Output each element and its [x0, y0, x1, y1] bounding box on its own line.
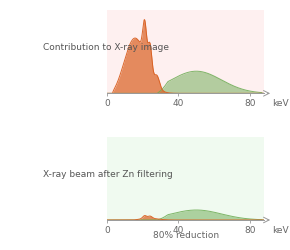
Text: Contribution to X-ray image: Contribution to X-ray image: [43, 43, 169, 52]
Text: keV: keV: [273, 226, 289, 235]
Text: 80% reduction: 80% reduction: [153, 231, 219, 240]
Text: keV: keV: [273, 99, 289, 108]
Text: X-ray beam after Zn filtering: X-ray beam after Zn filtering: [43, 170, 173, 179]
